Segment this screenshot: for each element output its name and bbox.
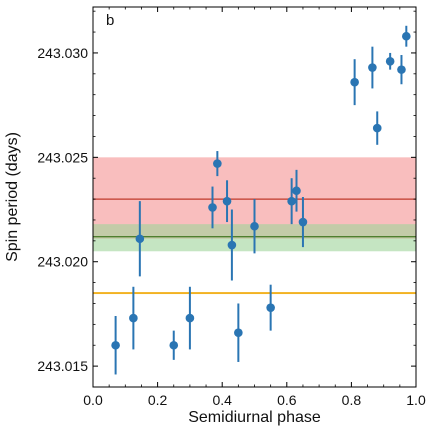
data-point-11 — [266, 303, 275, 312]
x-axis-title: Semidiurnal phase — [188, 409, 321, 426]
data-point-0 — [111, 340, 120, 350]
data-point-9 — [234, 328, 243, 338]
axis-ticks — [92, 7, 417, 388]
x-tick-label: 0.0 — [83, 392, 103, 408]
data-point-6 — [213, 159, 222, 168]
data-points — [111, 25, 411, 375]
x-tick-label: 0.4 — [212, 392, 232, 408]
y-tick-label: 243.025 — [37, 149, 88, 165]
y-tick-label: 243.030 — [37, 45, 88, 61]
x-tick-label: 1.0 — [406, 392, 426, 408]
x-tick-label: 0.6 — [277, 392, 297, 408]
data-point-20 — [402, 31, 411, 41]
x-tick-label: 0.8 — [342, 392, 362, 408]
y-axis-title: Spin period (days) — [4, 132, 21, 262]
data-point-15 — [350, 77, 359, 87]
data-point-2 — [135, 234, 145, 244]
panel-label: b — [106, 12, 114, 29]
data-point-18 — [385, 56, 395, 66]
data-point-8 — [227, 240, 237, 250]
data-point-10 — [250, 221, 259, 231]
data-point-3 — [169, 340, 179, 350]
data-point-7 — [222, 196, 232, 206]
tick-labels: 0.0 0.2 0.4 0.6 0.8 1.0 243.015 243.020 243.025 2… — [37, 45, 426, 408]
data-point-4 — [185, 313, 195, 323]
data-point-14 — [298, 217, 308, 227]
y-tick-label: 243.020 — [37, 254, 88, 270]
y-tick-label: 243.015 — [37, 358, 88, 374]
x-tick-label: 0.2 — [148, 392, 168, 408]
data-point-13 — [292, 186, 301, 196]
data-point-17 — [372, 123, 382, 133]
data-point-5 — [208, 203, 217, 212]
data-point-19 — [397, 65, 406, 74]
data-point-16 — [368, 63, 377, 72]
data-point-1 — [129, 313, 138, 323]
data-point-12 — [287, 196, 296, 206]
